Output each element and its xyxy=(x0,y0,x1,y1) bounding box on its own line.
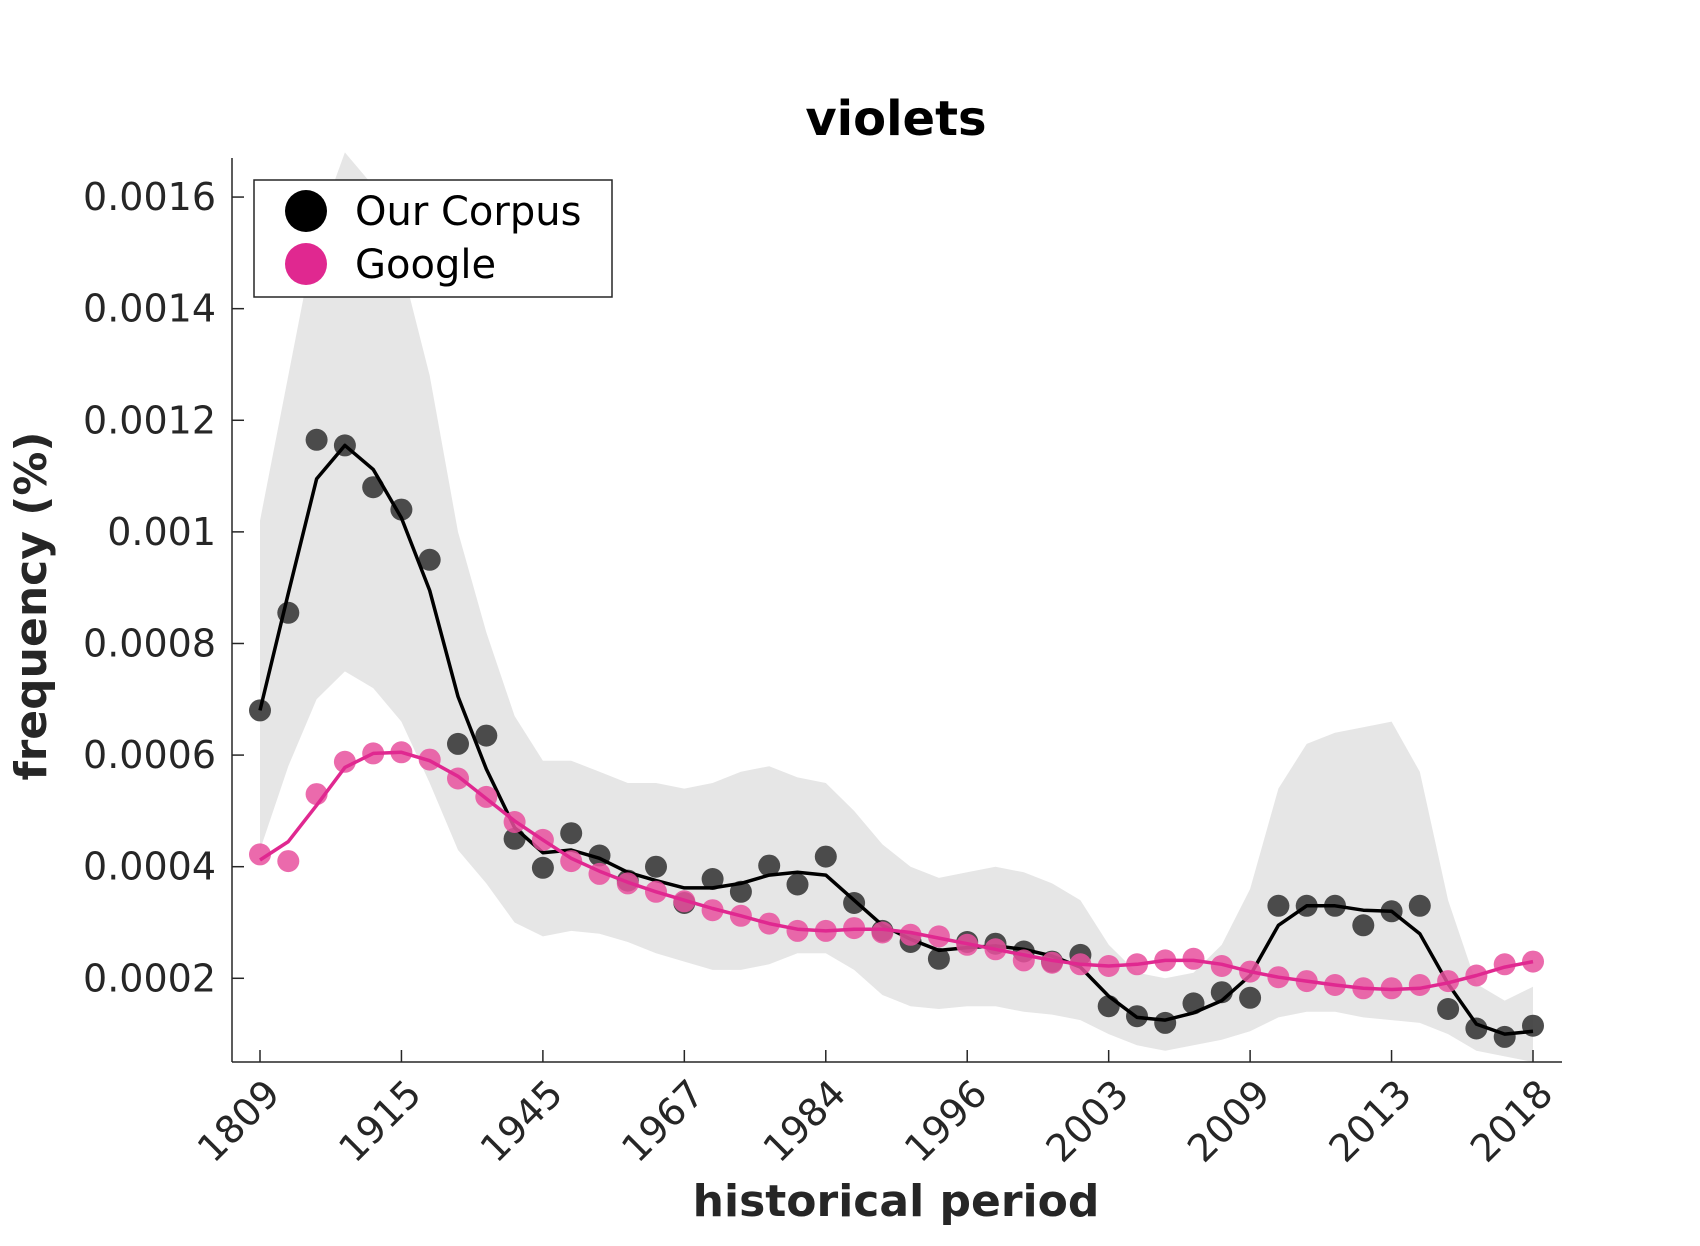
y-tick-label: 0.0014 xyxy=(83,287,216,331)
our-corpus-point xyxy=(560,822,583,845)
our-corpus-point xyxy=(1239,986,1262,1009)
our-corpus-point xyxy=(814,845,837,868)
legend: Our Corpus Google xyxy=(253,179,613,298)
legend-marker-our-corpus xyxy=(285,190,327,232)
legend-label-google: Google xyxy=(355,242,496,288)
y-tick-label: 0.001 xyxy=(107,510,216,554)
y-tick-label: 0.0006 xyxy=(83,733,216,777)
our-corpus-point xyxy=(305,428,328,451)
series-our-corpus xyxy=(249,428,1544,1048)
our-corpus-point xyxy=(729,880,752,903)
our-corpus-point xyxy=(1097,995,1120,1018)
y-axis-title: frequency (%) xyxy=(6,431,57,780)
x-axis-title: historical period xyxy=(693,1176,1100,1227)
our-corpus-point xyxy=(1437,998,1460,1020)
chart-title: violets xyxy=(805,91,986,147)
series-google xyxy=(249,741,1544,1000)
our-corpus-point xyxy=(531,856,554,879)
legend-label-our-corpus: Our Corpus xyxy=(355,189,581,235)
google-point xyxy=(249,843,271,866)
google-point xyxy=(899,923,922,946)
y-tick-label: 0.0004 xyxy=(83,845,216,889)
y-tick-label: 0.0002 xyxy=(83,956,216,1000)
y-tick-label: 0.0016 xyxy=(83,175,216,219)
google-point xyxy=(871,921,894,944)
google-point xyxy=(1408,974,1431,996)
google-point xyxy=(333,750,356,773)
our-corpus-point xyxy=(390,498,413,521)
y-tick-label: 0.0012 xyxy=(83,398,216,442)
legend-marker-google xyxy=(285,243,327,285)
our-corpus-point xyxy=(1493,1025,1516,1048)
our-corpus-point xyxy=(758,854,781,877)
y-tick-label: 0.0008 xyxy=(83,621,216,665)
our-corpus-point xyxy=(701,868,724,890)
our-corpus-point xyxy=(1465,1017,1488,1040)
google-point xyxy=(1041,951,1064,974)
our-corpus-point xyxy=(786,873,809,896)
google-trend-line xyxy=(259,750,1534,992)
our-corpus-point xyxy=(1154,1011,1177,1034)
our-corpus-point xyxy=(475,724,498,747)
our-corpus-point xyxy=(418,548,441,571)
google-point xyxy=(277,850,300,873)
our-corpus-point xyxy=(927,947,950,970)
plot-area xyxy=(249,152,1544,1062)
our-corpus-point xyxy=(1352,914,1375,937)
our-corpus-point xyxy=(447,732,469,755)
our-corpus-point xyxy=(1267,894,1290,917)
our-corpus-point xyxy=(1408,894,1431,917)
our-corpus-point xyxy=(645,855,667,878)
